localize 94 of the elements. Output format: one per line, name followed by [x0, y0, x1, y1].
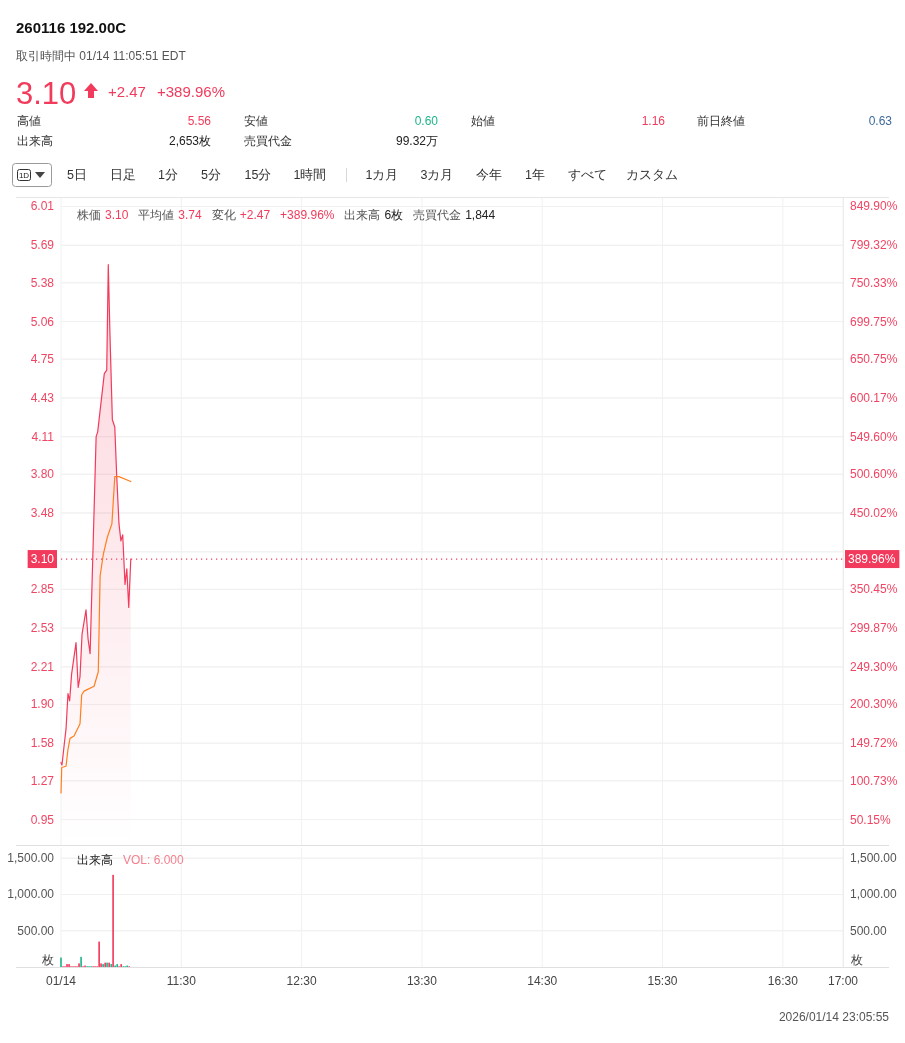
- y-tick-label: 4.11: [31, 429, 55, 444]
- y-tick-label: 6.01: [30, 199, 55, 214]
- annotation: 389.96%: [848, 552, 896, 567]
- y-tick-label: 1,000.00: [7, 887, 55, 902]
- y2-tick-label: 650.75%: [850, 352, 898, 367]
- y2-tick-label: 500.00: [850, 923, 888, 938]
- x-tick-label: 12:30: [286, 974, 317, 988]
- text: +389.96%: [157, 82, 225, 100]
- y-tick-label: 1.27: [30, 773, 55, 788]
- annotation: +2.47: [239, 208, 271, 222]
- y-tick-label: 4.75: [30, 352, 55, 367]
- line-series: [60, 476, 132, 794]
- y-tick-label: 5.06: [30, 314, 55, 329]
- text: 1.16: [641, 114, 666, 128]
- y-tick-label: 1.58: [30, 736, 55, 751]
- annotation: 株価: [76, 208, 101, 222]
- text: 前日終値: [697, 114, 745, 128]
- text: 出来高: [17, 134, 53, 148]
- text: すべて: [567, 168, 607, 182]
- y-tick-label: 5.38: [30, 275, 55, 290]
- y-tick-label: 1,500.00: [7, 851, 55, 866]
- annotation: VOL: 6.000: [123, 853, 185, 867]
- text: 1カ月: [365, 168, 399, 182]
- y-tick-label: 2.21: [30, 659, 55, 674]
- text: カスタム: [626, 168, 678, 182]
- annotation: 売買代金: [413, 208, 462, 222]
- y-tick-label: 4.43: [30, 390, 55, 405]
- text: 売買代金: [244, 134, 292, 148]
- y-tick-label: 3.48: [30, 506, 55, 521]
- text: 日足: [110, 168, 136, 182]
- text: 高値: [17, 114, 41, 128]
- y2-tick-label: 299.87%: [850, 621, 898, 636]
- annotation: 6枚: [384, 208, 404, 222]
- text: 1D: [18, 170, 30, 180]
- y2-tick-label: 699.75%: [850, 314, 898, 329]
- y2-tick-label: 450.02%: [850, 506, 898, 521]
- annotation: 平均値: [138, 208, 175, 222]
- annotation: 3.74: [178, 208, 203, 222]
- y2-tick-label: 50.15%: [850, 812, 892, 827]
- y-tick-label: 2.85: [30, 582, 55, 597]
- x-tick-label: 13:30: [406, 974, 438, 988]
- y-tick-label: 3.80: [30, 467, 55, 482]
- text: 始値: [471, 114, 495, 128]
- annotation: 出来高: [77, 853, 113, 867]
- annotation: 3.10: [105, 208, 129, 222]
- text: 3.10: [16, 75, 77, 111]
- annotation: 変化: [211, 208, 236, 222]
- annotation: 出来高: [344, 208, 381, 222]
- text: 取引時間中 01/14 11:05:51 EDT: [16, 49, 187, 63]
- y-tick-label: 2.53: [30, 621, 55, 636]
- text: 15分: [244, 168, 272, 182]
- text: 安値: [244, 114, 268, 128]
- y2-tick-label: 350.45%: [850, 582, 898, 597]
- x-tick-label: 01/14: [45, 974, 77, 988]
- y-tick-label: 0.95: [30, 812, 55, 827]
- x-tick-label: 17:00: [827, 974, 859, 988]
- y2-tick-label: 500.60%: [850, 467, 898, 482]
- y-tick-label: 5.69: [30, 238, 55, 253]
- y2-tick-label: 849.90%: [850, 199, 898, 214]
- y2-axis-title: 枚: [850, 953, 863, 967]
- y2-tick-label: 100.73%: [850, 773, 898, 788]
- y2-tick-label: 200.30%: [850, 697, 898, 712]
- y2-tick-label: 549.60%: [850, 429, 898, 444]
- x-tick-label: 11:30: [166, 974, 197, 988]
- text: 99.32万: [395, 134, 438, 148]
- y2-tick-label: 600.17%: [850, 390, 898, 405]
- y2-tick-label: 1,000.00: [850, 887, 898, 902]
- text: 2,653枚: [168, 134, 211, 148]
- y2-tick-label: 249.30%: [850, 659, 898, 674]
- text: 1時間: [293, 168, 327, 182]
- text: 0.63: [868, 114, 893, 128]
- y-tick-label: 500.00: [17, 923, 55, 938]
- text: 3カ月: [420, 168, 454, 182]
- x-tick-label: 16:30: [767, 974, 799, 988]
- text: 5分: [201, 168, 221, 182]
- text: 1年: [525, 168, 545, 182]
- x-tick-label: 14:30: [527, 974, 558, 988]
- annotation: 1,844: [465, 208, 496, 222]
- y2-tick-label: 149.72%: [850, 736, 898, 751]
- text: 2026/01/14 23:05:55: [778, 1010, 890, 1024]
- annotation: +389.96%: [280, 208, 335, 222]
- text: 0.60: [414, 114, 439, 128]
- text: +2.47: [108, 82, 146, 100]
- text: 今年: [476, 168, 502, 182]
- y2-tick-label: 1,500.00: [850, 851, 898, 866]
- y2-tick-label: 750.33%: [850, 275, 898, 290]
- text: 5日: [67, 168, 87, 182]
- y-axis-title: 枚: [41, 953, 54, 967]
- text: 5.56: [187, 114, 212, 128]
- text: 260116 192.00C: [16, 18, 127, 36]
- y-tick-label: 1.90: [30, 697, 55, 712]
- y2-tick-label: 799.32%: [850, 238, 898, 253]
- text: 1分: [158, 168, 178, 182]
- x-tick-label: 15:30: [647, 974, 678, 988]
